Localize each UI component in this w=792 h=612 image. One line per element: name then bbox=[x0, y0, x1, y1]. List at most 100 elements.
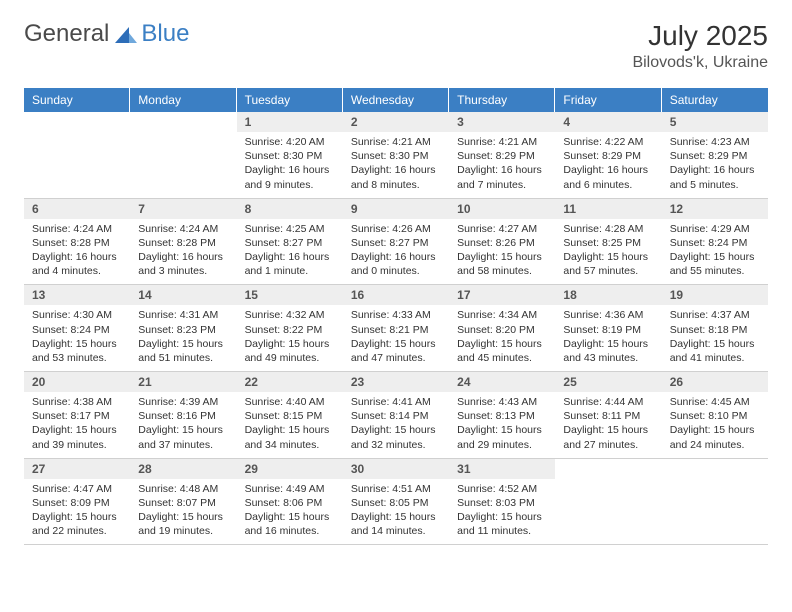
day-number: 27 bbox=[24, 459, 130, 479]
day-number: 7 bbox=[130, 199, 236, 219]
sunset-line: Sunset: 8:29 PM bbox=[563, 149, 653, 163]
day-content: Sunrise: 4:47 AMSunset: 8:09 PMDaylight:… bbox=[24, 479, 130, 545]
calendar-day-cell: 24Sunrise: 4:43 AMSunset: 8:13 PMDayligh… bbox=[449, 372, 555, 459]
calendar-empty-cell bbox=[24, 112, 130, 199]
sunrise-line: Sunrise: 4:48 AM bbox=[138, 482, 228, 496]
day-content: Sunrise: 4:26 AMSunset: 8:27 PMDaylight:… bbox=[343, 219, 449, 285]
day-number: 21 bbox=[130, 372, 236, 392]
sunset-line: Sunset: 8:18 PM bbox=[670, 323, 760, 337]
sunrise-line: Sunrise: 4:29 AM bbox=[670, 222, 760, 236]
day-number: 24 bbox=[449, 372, 555, 392]
sunrise-line: Sunrise: 4:23 AM bbox=[670, 135, 760, 149]
sunrise-line: Sunrise: 4:26 AM bbox=[351, 222, 441, 236]
day-content: Sunrise: 4:30 AMSunset: 8:24 PMDaylight:… bbox=[24, 305, 130, 371]
sunset-line: Sunset: 8:20 PM bbox=[457, 323, 547, 337]
calendar-day-cell: 13Sunrise: 4:30 AMSunset: 8:24 PMDayligh… bbox=[24, 285, 130, 372]
daylight-line: Daylight: 15 hours and 37 minutes. bbox=[138, 423, 228, 451]
sunrise-line: Sunrise: 4:44 AM bbox=[563, 395, 653, 409]
sunset-line: Sunset: 8:19 PM bbox=[563, 323, 653, 337]
sunset-line: Sunset: 8:29 PM bbox=[457, 149, 547, 163]
day-content: Sunrise: 4:24 AMSunset: 8:28 PMDaylight:… bbox=[24, 219, 130, 285]
day-content: Sunrise: 4:29 AMSunset: 8:24 PMDaylight:… bbox=[662, 219, 768, 285]
daylight-line: Daylight: 15 hours and 19 minutes. bbox=[138, 510, 228, 538]
day-content: Sunrise: 4:43 AMSunset: 8:13 PMDaylight:… bbox=[449, 392, 555, 458]
day-content: Sunrise: 4:40 AMSunset: 8:15 PMDaylight:… bbox=[237, 392, 343, 458]
sunset-line: Sunset: 8:23 PM bbox=[138, 323, 228, 337]
calendar-day-cell: 5Sunrise: 4:23 AMSunset: 8:29 PMDaylight… bbox=[662, 112, 768, 199]
calendar-day-cell: 21Sunrise: 4:39 AMSunset: 8:16 PMDayligh… bbox=[130, 372, 236, 459]
day-content: Sunrise: 4:52 AMSunset: 8:03 PMDaylight:… bbox=[449, 479, 555, 545]
day-content: Sunrise: 4:41 AMSunset: 8:14 PMDaylight:… bbox=[343, 392, 449, 458]
sunrise-line: Sunrise: 4:41 AM bbox=[351, 395, 441, 409]
calendar-body: 1Sunrise: 4:20 AMSunset: 8:30 PMDaylight… bbox=[24, 112, 768, 545]
sunrise-line: Sunrise: 4:24 AM bbox=[32, 222, 122, 236]
daylight-line: Daylight: 15 hours and 29 minutes. bbox=[457, 423, 547, 451]
sunrise-line: Sunrise: 4:51 AM bbox=[351, 482, 441, 496]
sunset-line: Sunset: 8:30 PM bbox=[245, 149, 335, 163]
sunset-line: Sunset: 8:25 PM bbox=[563, 236, 653, 250]
day-content: Sunrise: 4:37 AMSunset: 8:18 PMDaylight:… bbox=[662, 305, 768, 371]
day-content: Sunrise: 4:36 AMSunset: 8:19 PMDaylight:… bbox=[555, 305, 661, 371]
day-number: 16 bbox=[343, 285, 449, 305]
calendar-day-cell: 9Sunrise: 4:26 AMSunset: 8:27 PMDaylight… bbox=[343, 199, 449, 286]
day-content: Sunrise: 4:25 AMSunset: 8:27 PMDaylight:… bbox=[237, 219, 343, 285]
daylight-line: Daylight: 16 hours and 8 minutes. bbox=[351, 163, 441, 191]
month-title: July 2025 bbox=[632, 20, 768, 52]
daylight-line: Daylight: 15 hours and 58 minutes. bbox=[457, 250, 547, 278]
daylight-line: Daylight: 15 hours and 32 minutes. bbox=[351, 423, 441, 451]
calendar-day-cell: 6Sunrise: 4:24 AMSunset: 8:28 PMDaylight… bbox=[24, 199, 130, 286]
sunset-line: Sunset: 8:26 PM bbox=[457, 236, 547, 250]
day-content: Sunrise: 4:33 AMSunset: 8:21 PMDaylight:… bbox=[343, 305, 449, 371]
calendar-day-cell: 22Sunrise: 4:40 AMSunset: 8:15 PMDayligh… bbox=[237, 372, 343, 459]
sunset-line: Sunset: 8:13 PM bbox=[457, 409, 547, 423]
calendar-day-cell: 28 Sunrise: 4:48 AMSunset: 8:07 PMDayligh… bbox=[130, 459, 236, 546]
sunrise-line: Sunrise: 4:45 AM bbox=[670, 395, 760, 409]
day-number: 18 bbox=[555, 285, 661, 305]
day-number: 8 bbox=[237, 199, 343, 219]
sunset-line: Sunset: 8:29 PM bbox=[670, 149, 760, 163]
calendar-day-cell: 3Sunrise: 4:21 AMSunset: 8:29 PMDaylight… bbox=[449, 112, 555, 199]
sunset-line: Sunset: 8:27 PM bbox=[351, 236, 441, 250]
day-content: Sunrise: 4:34 AMSunset: 8:20 PMDaylight:… bbox=[449, 305, 555, 371]
daylight-line: Daylight: 15 hours and 51 minutes. bbox=[138, 337, 228, 365]
daylight-line: Daylight: 15 hours and 14 minutes. bbox=[351, 510, 441, 538]
daylight-line: Daylight: 15 hours and 27 minutes. bbox=[563, 423, 653, 451]
header: General Blue July 2025 Bilovods'k, Ukrai… bbox=[24, 20, 768, 72]
sunset-line: Sunset: 8:27 PM bbox=[245, 236, 335, 250]
calendar-day-cell: 1Sunrise: 4:20 AMSunset: 8:30 PMDaylight… bbox=[237, 112, 343, 199]
sunrise-line: Sunrise: 4:30 AM bbox=[32, 308, 122, 322]
daylight-line: Daylight: 15 hours and 47 minutes. bbox=[351, 337, 441, 365]
day-number: 11 bbox=[555, 199, 661, 219]
calendar-day-cell: 16Sunrise: 4:33 AMSunset: 8:21 PMDayligh… bbox=[343, 285, 449, 372]
location: Bilovods'k, Ukraine bbox=[632, 54, 768, 72]
sunrise-line: Sunrise: 4:49 AM bbox=[245, 482, 335, 496]
calendar-day-cell: 27Sunrise: 4:47 AMSunset: 8:09 PMDayligh… bbox=[24, 459, 130, 546]
day-number: 15 bbox=[237, 285, 343, 305]
daylight-line: Daylight: 15 hours and 41 minutes. bbox=[670, 337, 760, 365]
day-content: Sunrise: 4:39 AMSunset: 8:16 PMDaylight:… bbox=[130, 392, 236, 458]
day-content: Sunrise: 4:21 AMSunset: 8:29 PMDaylight:… bbox=[449, 132, 555, 198]
daylight-line: Daylight: 15 hours and 55 minutes. bbox=[670, 250, 760, 278]
day-number: 5 bbox=[662, 112, 768, 132]
sunrise-line: Sunrise: 4:21 AM bbox=[457, 135, 547, 149]
title-block: July 2025 Bilovods'k, Ukraine bbox=[632, 20, 768, 72]
sunset-line: Sunset: 8:21 PM bbox=[351, 323, 441, 337]
sunset-line: Sunset: 8:09 PM bbox=[32, 496, 122, 510]
sunrise-line: Sunrise: 4:36 AM bbox=[563, 308, 653, 322]
sunset-line: Sunset: 8:28 PM bbox=[32, 236, 122, 250]
day-number: 28 bbox=[130, 459, 236, 479]
sunset-line: Sunset: 8:07 PM bbox=[138, 496, 228, 510]
sunset-line: Sunset: 8:24 PM bbox=[32, 323, 122, 337]
day-content: Sunrise: 4:21 AMSunset: 8:30 PMDaylight:… bbox=[343, 132, 449, 198]
day-number: 19 bbox=[662, 285, 768, 305]
day-content: Sunrise: 4:24 AMSunset: 8:28 PMDaylight:… bbox=[130, 219, 236, 285]
day-content: Sunrise: 4:31 AMSunset: 8:23 PMDaylight:… bbox=[130, 305, 236, 371]
day-number: 6 bbox=[24, 199, 130, 219]
sunrise-line: Sunrise: 4:25 AM bbox=[245, 222, 335, 236]
day-number: 3 bbox=[449, 112, 555, 132]
calendar-day-cell: 8Sunrise: 4:25 AMSunset: 8:27 PMDaylight… bbox=[237, 199, 343, 286]
day-number: 17 bbox=[449, 285, 555, 305]
sunrise-line: Sunrise: 4:39 AM bbox=[138, 395, 228, 409]
day-number: 25 bbox=[555, 372, 661, 392]
sunrise-line: Sunrise: 4:34 AM bbox=[457, 308, 547, 322]
